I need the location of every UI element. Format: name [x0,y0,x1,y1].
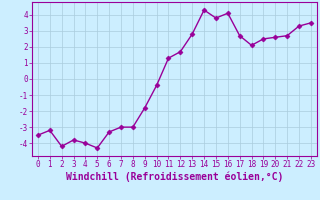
X-axis label: Windchill (Refroidissement éolien,°C): Windchill (Refroidissement éolien,°C) [66,172,283,182]
